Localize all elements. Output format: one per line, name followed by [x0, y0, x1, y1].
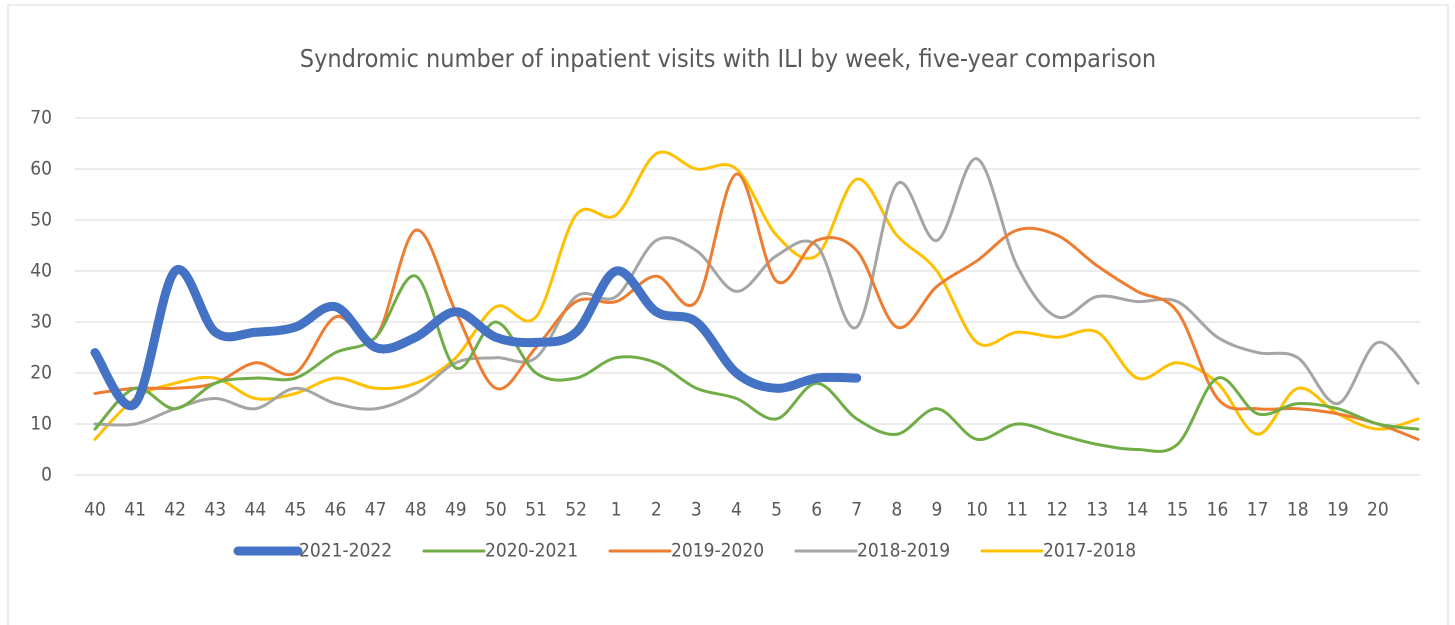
legend-label: 2017-2018 [1043, 540, 1136, 562]
x-tick-label: 12 [1046, 499, 1068, 521]
y-tick-label: 60 [30, 158, 52, 180]
x-tick-label: 20 [1367, 499, 1389, 521]
legend-label: 2021-2022 [299, 540, 392, 562]
y-tick-label: 10 [30, 413, 52, 435]
x-tick-label: 45 [285, 499, 307, 521]
x-tick-label: 47 [365, 499, 387, 521]
x-tick-label: 49 [445, 499, 467, 521]
x-tick-label: 51 [525, 499, 547, 521]
x-tick-label: 6 [811, 499, 822, 521]
x-tick-label: 4 [731, 499, 742, 521]
x-tick-label: 43 [204, 499, 226, 521]
x-tick-label: 7 [851, 499, 862, 521]
x-tick-label: 19 [1327, 499, 1349, 521]
x-tick-label: 14 [1126, 499, 1148, 521]
y-tick-label: 30 [30, 311, 52, 333]
x-tick-label: 2 [651, 499, 662, 521]
series-line [93, 172, 1420, 441]
x-tick-label: 8 [891, 499, 902, 521]
x-tick-label: 11 [1006, 499, 1028, 521]
x-tick-label: 1 [611, 499, 622, 521]
x-tick-label: 42 [164, 499, 186, 521]
series-line [93, 157, 1420, 427]
x-tick-label: 5 [771, 499, 782, 521]
x-tick-label: 9 [931, 499, 942, 521]
x-tick-label: 48 [405, 499, 427, 521]
series-line [93, 274, 1420, 453]
x-tick-label: 17 [1247, 499, 1269, 521]
y-tick-label: 50 [30, 209, 52, 231]
y-tick-label: 70 [30, 107, 52, 129]
y-tick-label: 20 [30, 362, 52, 384]
x-tick-label: 13 [1086, 499, 1108, 521]
legend-label: 2019-2020 [671, 540, 764, 562]
series-line [93, 150, 1420, 441]
x-tick-label: 44 [244, 499, 266, 521]
x-tick-label: 3 [691, 499, 702, 521]
series-line [90, 265, 862, 411]
x-tick-label: 52 [565, 499, 587, 521]
y-tick-label: 40 [30, 260, 52, 282]
x-tick-label: 46 [325, 499, 347, 521]
chart-border [7, 4, 1449, 625]
legend-label: 2018-2019 [857, 540, 950, 562]
y-tick-label: 0 [41, 464, 52, 486]
legend-label: 2020-2021 [485, 540, 578, 562]
x-tick-label: 18 [1287, 499, 1309, 521]
x-tick-label: 41 [124, 499, 146, 521]
chart-title: Syndromic number of inpatient visits wit… [300, 44, 1156, 73]
x-tick-label: 10 [966, 499, 988, 521]
x-tick-label: 50 [485, 499, 507, 521]
x-tick-label: 16 [1207, 499, 1229, 521]
x-tick-label: 15 [1167, 499, 1189, 521]
x-tick-label: 40 [84, 499, 106, 521]
